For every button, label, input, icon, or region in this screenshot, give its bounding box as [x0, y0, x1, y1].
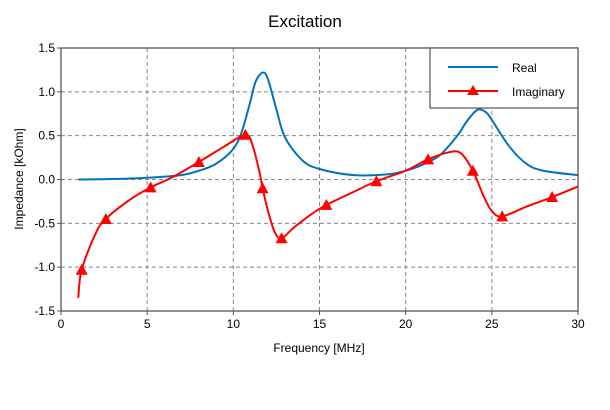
- data-point-marker: [546, 191, 559, 203]
- data-point-marker: [275, 232, 288, 244]
- y-tick-label: 1.5: [38, 41, 55, 55]
- data-point-marker: [256, 182, 269, 194]
- series-line-real: [78, 71, 579, 181]
- plot-frame: [60, 47, 579, 312]
- data-point-marker: [144, 181, 157, 193]
- legend-box: [429, 47, 579, 109]
- x-tick-label: 5: [144, 317, 151, 331]
- chart-title: Excitation: [268, 12, 342, 31]
- data-point-marker: [466, 164, 479, 176]
- x-tick-label: 10: [227, 317, 241, 331]
- data-point-marker: [239, 128, 252, 140]
- x-axis-label: Frequency [MHz]: [273, 341, 364, 355]
- y-tick-label: -1.5: [34, 304, 55, 318]
- data-point-marker: [422, 153, 435, 165]
- y-tick-label: 0.0: [38, 173, 55, 187]
- legend-imaginary-label: Imaginary: [512, 85, 565, 99]
- data-point-marker: [496, 210, 509, 222]
- legend-real-label: Real: [512, 61, 537, 75]
- x-tick-label: 30: [571, 317, 585, 331]
- y-tick-label: -1.0: [34, 260, 55, 274]
- x-tick-label: 20: [399, 317, 413, 331]
- x-tick-label: 25: [485, 317, 499, 331]
- y-tick-label: 1.0: [38, 85, 55, 99]
- legend-imaginary-marker: [467, 85, 479, 95]
- y-axis-label: Impedance [kOhm]: [12, 128, 26, 229]
- data-point-marker: [99, 212, 112, 224]
- y-tick-label: 0.5: [38, 129, 55, 143]
- data-point-marker: [192, 155, 205, 167]
- data-point-marker: [75, 263, 88, 275]
- x-tick-label: 15: [313, 317, 327, 331]
- data-point-marker: [370, 175, 383, 187]
- legend: Real Imaginary: [429, 47, 579, 109]
- x-tick-label: 0: [58, 317, 65, 331]
- data-point-marker: [320, 198, 333, 210]
- y-tick-label: -0.5: [34, 216, 55, 230]
